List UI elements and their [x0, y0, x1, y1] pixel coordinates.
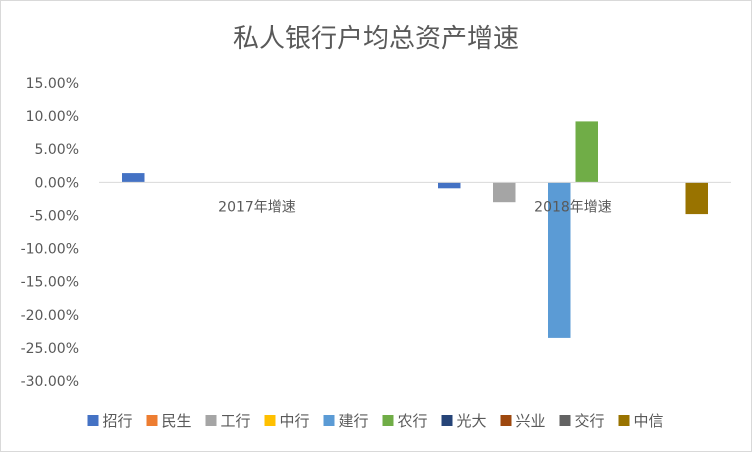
- y-tick-label: -5.00%: [29, 208, 79, 224]
- bar: [548, 182, 571, 338]
- bar: [575, 121, 598, 183]
- y-tick-label: 0.00%: [35, 175, 79, 191]
- legend-label: 工行: [221, 412, 251, 430]
- legend-label: 农行: [398, 412, 428, 430]
- y-tick-label: -10.00%: [21, 242, 79, 258]
- bar: [493, 182, 516, 203]
- bars: [122, 121, 708, 338]
- legend-swatch: [559, 415, 571, 426]
- category-label: 2018年增速: [534, 199, 612, 215]
- category-label: 2017年增速: [218, 199, 296, 215]
- legend: 招行 民生 工行 中行 建行 农行 光大 兴业 交行 中信: [87, 412, 664, 430]
- legend-swatch: [264, 415, 276, 426]
- legend-swatch: [323, 415, 335, 426]
- legend-label: 交行: [575, 412, 605, 430]
- legend-label: 民生: [162, 412, 192, 430]
- bar: [438, 182, 461, 189]
- legend-swatch: [618, 415, 630, 426]
- legend-label: 中行: [280, 412, 310, 430]
- bar: [685, 182, 708, 215]
- y-tick-label: 5.00%: [35, 142, 79, 158]
- legend-swatch: [441, 415, 453, 426]
- category-labels: 2017年增速 2018年增速: [218, 199, 612, 215]
- legend-label: 建行: [339, 412, 369, 430]
- legend-swatch: [382, 415, 394, 426]
- y-tick-label: -30.00%: [21, 374, 79, 390]
- y-tick-label: 15.00%: [26, 76, 79, 92]
- legend-label: 光大: [457, 412, 487, 430]
- y-tick-label: -25.00%: [21, 341, 79, 357]
- bar: [122, 173, 145, 183]
- y-tick-label: 10.00%: [26, 109, 79, 125]
- legend-label: 兴业: [516, 412, 546, 430]
- chart-title: 私人银行户均总资产增速: [233, 24, 519, 54]
- y-axis-ticks: 15.00% 10.00% 5.00% 0.00% -5.00% -10.00% -15.0…: [21, 76, 79, 390]
- legend-label: 招行: [103, 412, 133, 430]
- legend-swatch: [87, 415, 99, 426]
- legend-swatch: [500, 415, 512, 426]
- legend-swatch: [146, 415, 158, 426]
- legend-label: 中信: [634, 412, 664, 430]
- legend-swatch: [205, 415, 217, 426]
- y-tick-label: -15.00%: [21, 275, 79, 291]
- y-tick-label: -20.00%: [21, 308, 79, 324]
